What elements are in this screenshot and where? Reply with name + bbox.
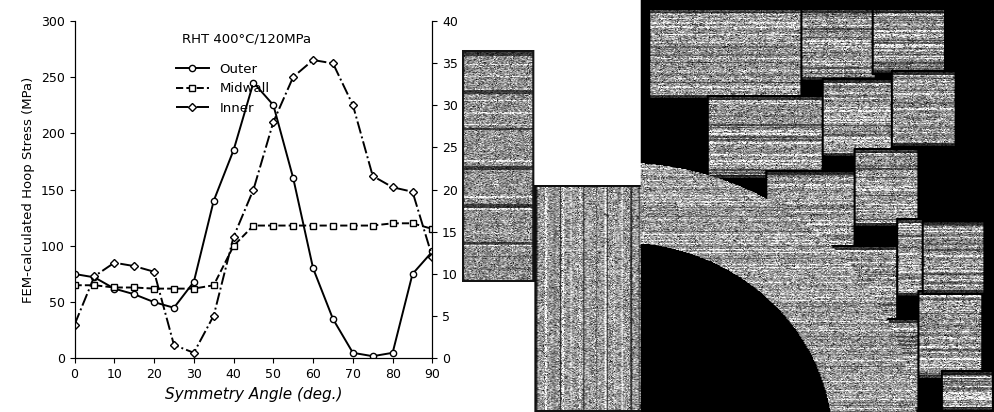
Outer [88,275,100,280]
Midwall [347,223,359,228]
Inner [307,58,319,63]
Midwall [327,223,339,228]
Outer [367,354,379,359]
Y-axis label: FEM-calculated Hoop Stress (MPa): FEM-calculated Hoop Stress (MPa) [23,76,36,303]
Inner [69,322,81,327]
Line: Inner: Inner [72,57,435,356]
Midwall [69,283,81,288]
Outer [248,80,259,85]
Inner [148,269,160,274]
Outer [287,176,299,181]
Outer [168,305,180,310]
Outer [188,279,200,284]
Outer [69,272,81,276]
Midwall [248,223,259,228]
Midwall [287,223,299,228]
Midwall [228,243,240,248]
Inner [208,313,220,318]
Text: RHT 400°C/120MPa: RHT 400°C/120MPa [182,33,311,46]
Inner [347,103,359,108]
Midwall [108,285,120,290]
Legend: Outer, Midwall, Inner: Outer, Midwall, Inner [171,58,274,120]
Midwall [128,285,140,290]
Inner [188,350,200,355]
Line: Midwall: Midwall [72,220,435,292]
Midwall [407,221,418,226]
Inner [407,189,418,194]
Midwall [307,223,319,228]
X-axis label: Symmetry Angle (deg.): Symmetry Angle (deg.) [165,387,342,402]
Outer [208,198,220,203]
Outer [128,292,140,297]
Inner [128,264,140,269]
Midwall [188,286,200,291]
Inner [426,255,438,260]
Inner [168,342,180,347]
Outer [347,350,359,355]
Inner [287,75,299,80]
Inner [88,274,100,279]
Y-axis label: FEM-calculated Hoop Stress (ksi): FEM-calculated Hoop Stress (ksi) [464,81,477,298]
Outer [108,286,120,291]
Midwall [208,283,220,288]
Midwall [367,223,379,228]
Inner [228,234,240,239]
Line: Outer: Outer [72,80,435,359]
Inner [327,61,339,66]
Outer [426,249,438,254]
Midwall [387,221,399,226]
Inner [108,260,120,265]
Outer [148,300,160,304]
Inner [267,119,279,124]
Outer [387,350,399,355]
Outer [307,266,319,271]
Inner [387,185,399,190]
Midwall [88,283,100,288]
Midwall [148,286,160,291]
Inner [367,173,379,178]
Midwall [426,227,438,232]
Midwall [168,286,180,291]
Outer [327,316,339,321]
Outer [407,272,418,276]
Inner [248,187,259,192]
Outer [228,147,240,152]
Outer [267,103,279,108]
Midwall [267,223,279,228]
